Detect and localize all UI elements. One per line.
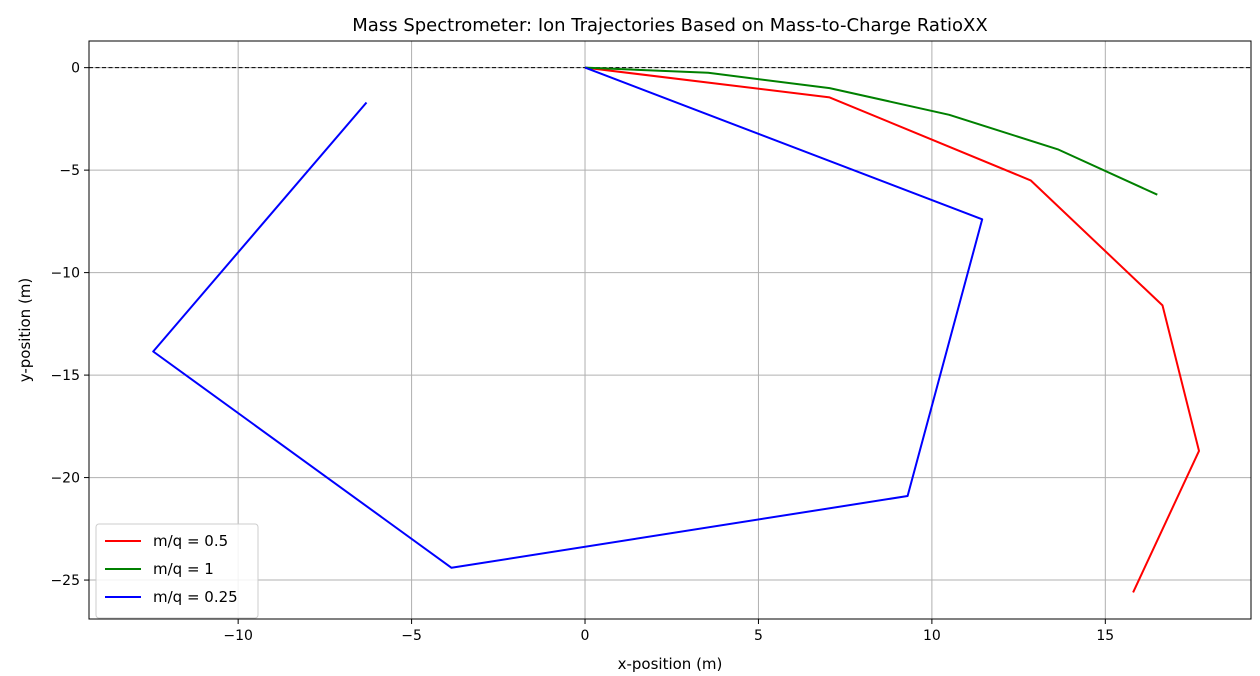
x-tick-label: 15 — [1096, 628, 1114, 644]
y-tick-label: −25 — [50, 573, 80, 589]
y-tick-label: 0 — [71, 61, 80, 77]
y-tick-label: −15 — [50, 368, 80, 384]
x-tick-label: 5 — [754, 628, 763, 644]
y-axis-ticks: 0 −5 −10 −15 −20 −25 — [50, 61, 89, 589]
legend-label: m/q = 1 — [153, 560, 214, 578]
y-tick-label: −10 — [50, 266, 80, 282]
grid — [89, 41, 1251, 619]
y-axis-label: y-position (m) — [16, 278, 34, 383]
x-tick-label: 10 — [923, 628, 941, 644]
plot-frame — [88, 40, 1252, 620]
x-tick-label: −10 — [223, 628, 253, 644]
legend: m/q = 0.5 m/q = 1 m/q = 0.25 — [95, 523, 259, 619]
legend-box — [95, 523, 259, 619]
legend-label: m/q = 0.5 — [153, 532, 228, 550]
series-line-2 — [152, 66, 984, 569]
x-axis-ticks: −10 −5 0 5 10 15 — [223, 619, 1114, 644]
series-line-0 — [584, 66, 1200, 593]
series-line-1 — [584, 66, 1158, 196]
x-tick-label: 0 — [581, 628, 590, 644]
x-tick-label: −5 — [401, 628, 422, 644]
series-group — [152, 66, 1200, 593]
y-tick-label: −5 — [59, 163, 80, 179]
y-tick-label: −20 — [50, 471, 80, 487]
x-axis-label: x-position (m) — [618, 655, 723, 673]
chart-title: Mass Spectrometer: Ion Trajectories Base… — [352, 15, 987, 36]
legend-label: m/q = 0.25 — [153, 588, 238, 606]
